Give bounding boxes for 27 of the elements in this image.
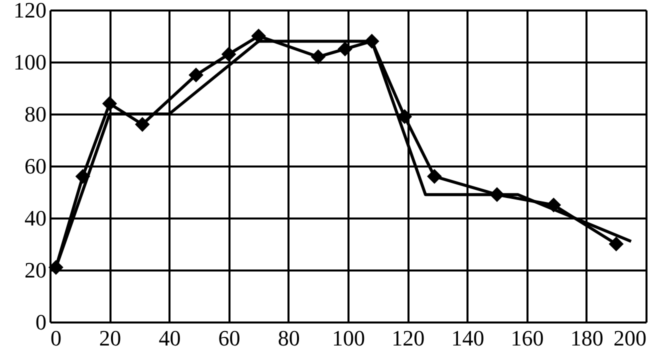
point [251, 28, 266, 44]
point [608, 236, 624, 252]
x-tick-label: 80 [278, 326, 300, 349]
y-tick-label: 80 [24, 102, 46, 126]
x-tick-label: 0 [50, 326, 62, 349]
x-tick-label: 100 [332, 326, 365, 349]
x-tick-label: 180 [570, 326, 604, 349]
y-tick-label: 100 [14, 50, 46, 74]
y-tick-label: 60 [24, 154, 46, 178]
x-tick-label: 40 [158, 326, 181, 349]
x-tick-label: 120 [392, 326, 425, 349]
point [397, 109, 412, 124]
point [188, 68, 204, 82]
x-tick-label: 60 [218, 326, 240, 349]
point [310, 49, 326, 64]
y-tick-label: 20 [24, 258, 46, 282]
x-tick-label: 20 [99, 326, 122, 349]
x-tick-label: 160 [510, 326, 544, 349]
point [102, 96, 118, 112]
point [221, 46, 236, 62]
point [134, 116, 150, 132]
y-tick-label: 40 [24, 206, 46, 230]
point [338, 42, 352, 56]
y-tick-label: 120 [14, 0, 46, 22]
x-tick-label: 200 [614, 326, 646, 349]
point [427, 168, 442, 184]
x-tick-label: 140 [451, 326, 484, 349]
